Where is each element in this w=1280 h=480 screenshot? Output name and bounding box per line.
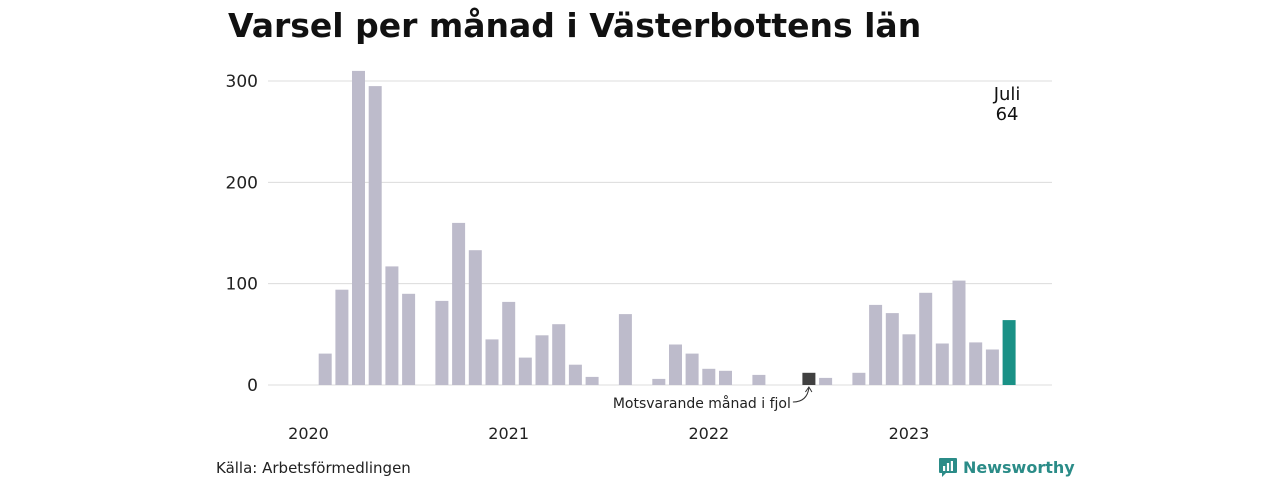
bar <box>502 301 516 385</box>
bar <box>885 313 899 385</box>
bar <box>385 266 399 385</box>
bar <box>352 70 365 386</box>
newsworthy-logo-icon <box>939 458 957 477</box>
bar <box>535 335 549 385</box>
y-tick-label: 300 <box>226 72 258 92</box>
bar <box>902 334 916 385</box>
bar <box>518 357 532 385</box>
bar <box>318 353 332 385</box>
bar <box>935 343 949 385</box>
bar <box>452 222 466 385</box>
bar <box>819 377 833 385</box>
highlight-value-label: 64 <box>996 104 1019 125</box>
bar <box>702 368 716 385</box>
bar <box>685 353 699 385</box>
x-year-label: 2020 <box>288 424 329 443</box>
x-year-label: 2021 <box>488 424 529 443</box>
bar-highlight <box>1002 320 1016 385</box>
bar <box>468 250 482 385</box>
bar <box>618 314 632 385</box>
brand-name: Newsworthy <box>963 457 1075 477</box>
y-axis-tick-labels: 0 100 200 300 <box>226 72 258 396</box>
bar <box>652 378 666 385</box>
bar <box>435 300 449 385</box>
highlight-month-label: Juli <box>993 84 1021 105</box>
bar <box>335 289 349 385</box>
bar <box>552 324 566 385</box>
bar <box>969 342 983 385</box>
bar <box>952 280 966 385</box>
bar <box>852 372 866 385</box>
bars <box>318 70 1016 386</box>
bar-previous-year <box>802 372 816 385</box>
bar <box>719 370 732 385</box>
x-year-label: 2022 <box>688 424 729 443</box>
bar <box>585 376 599 385</box>
bar <box>568 364 582 385</box>
previous-year-annotation: Motsvarande månad i fjol <box>613 395 791 412</box>
y-tick-label: 200 <box>226 173 258 193</box>
bar <box>368 86 382 385</box>
bar <box>752 374 766 385</box>
annotation-arrow <box>792 387 810 403</box>
chart-title: Varsel per månad i Västerbottens län <box>228 6 922 45</box>
bar <box>869 304 883 385</box>
x-axis-year-labels: 2020 2021 2022 2023 <box>288 424 929 443</box>
y-tick-label: 0 <box>247 376 258 396</box>
bar <box>669 344 682 385</box>
source-note: Källa: Arbetsförmedlingen <box>216 459 411 477</box>
bar <box>485 339 499 385</box>
x-year-label: 2023 <box>889 424 930 443</box>
newsworthy-logo: Newsworthy <box>938 456 1075 478</box>
y-tick-label: 100 <box>226 275 258 295</box>
bar <box>402 293 416 385</box>
bar <box>985 349 999 385</box>
arrow-head <box>804 386 813 393</box>
bar <box>919 292 933 385</box>
